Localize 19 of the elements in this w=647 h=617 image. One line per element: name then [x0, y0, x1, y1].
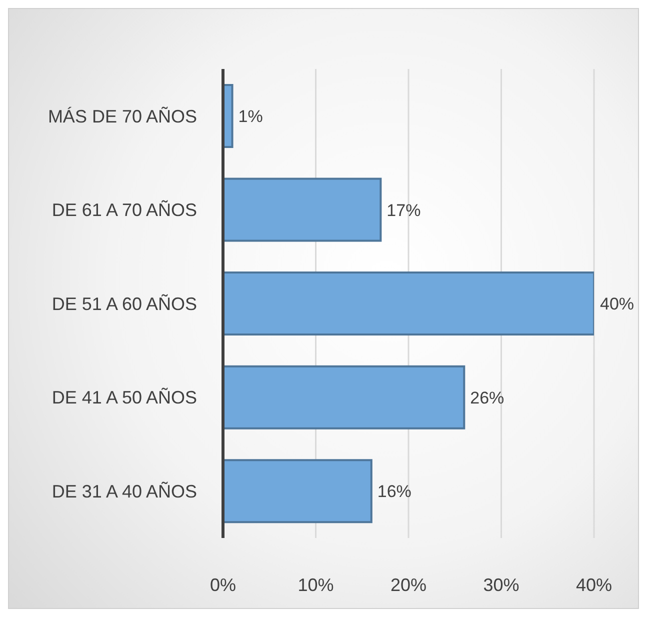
x-tick-label: 30% — [483, 574, 520, 595]
data-label: 1% — [238, 106, 263, 126]
data-label: 40% — [600, 294, 634, 314]
x-tick-label: 0% — [210, 574, 236, 595]
y-tick-label: DE 61 A 70 AÑOS — [52, 200, 197, 220]
bar — [223, 365, 466, 430]
bar — [223, 459, 372, 524]
y-tick-label: MÁS DE 70 AÑOS — [48, 106, 197, 126]
x-tick-label: 10% — [298, 574, 334, 595]
data-label: 16% — [377, 482, 412, 502]
x-tick-label: 40% — [576, 574, 612, 595]
bar — [223, 272, 594, 336]
bar — [223, 178, 382, 242]
data-label: 17% — [386, 200, 421, 220]
data-label: 26% — [470, 388, 504, 408]
y-tick-label: DE 31 A 40 AÑOS — [52, 481, 197, 502]
y-tick-label: DE 41 A 50 AÑOS — [52, 388, 197, 408]
y-tick-label: DE 51 A 60 AÑOS — [52, 294, 197, 314]
x-tick-label: 20% — [390, 574, 427, 595]
